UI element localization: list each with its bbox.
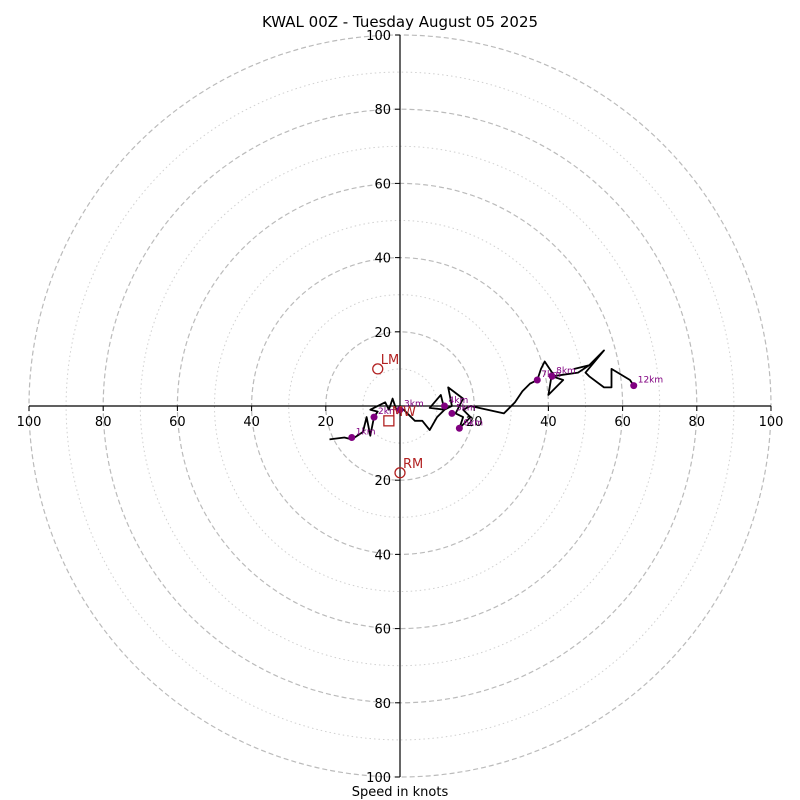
x-tick-label: 100 [17,415,42,430]
height-marker-label: 3km [404,400,424,410]
height-marker-point [348,434,356,442]
y-tick-label: 60 [374,623,391,638]
height-marker-label: 1km [356,428,376,438]
x-tick-label: 100 [759,415,784,430]
height-marker-label: 2km [378,407,398,417]
hodograph-line [329,349,635,441]
y-tick-label: 80 [374,697,391,712]
storm-motion-marker [394,467,406,479]
x-axis-label: Speed in knots [352,785,449,800]
y-tick-label: 40 [374,252,391,267]
x-tick-label: 80 [689,415,706,430]
height-marker-point [370,413,378,421]
height-marker-point [448,409,456,417]
height-marker-point [396,406,404,414]
height-marker-point [441,402,449,410]
x-tick-label: 80 [95,415,112,430]
height-marker-label: 6km [463,418,483,428]
x-tick-label: 60 [169,415,186,430]
height-marker-label: 8km [556,366,576,376]
axes: 100 80 60 40 20 20 40 60 80 100100806040202040608… [17,29,784,786]
x-tick-label: 40 [243,415,260,430]
y-tick-label: 60 [374,177,391,192]
height-marker-label: 12km [638,376,663,386]
chart-title: KWAL 00Z - Tuesday August 05 2025 [262,13,538,31]
height-marker-point [630,382,638,390]
mean-wind-marker [383,415,395,427]
storm-motion-marker [372,363,384,375]
y-tick-label: 100 [366,771,391,786]
hodograph-trace [329,349,635,441]
height-marker-point [533,376,541,384]
x-tick-label: 40 [540,415,557,430]
height-markers: 1km2km3km4km5km6km7km8km12km [348,366,663,442]
storm-motion-label: RM [403,457,423,472]
y-tick-label: 40 [374,548,391,563]
storm-motion-label: LM [381,353,399,368]
storm-motion-label: MW [392,405,416,420]
height-marker-point [455,424,463,432]
y-tick-label: 100 [366,29,391,44]
y-tick-label: 20 [374,474,391,489]
height-marker-label: 5km [456,403,476,413]
x-tick-label: 20 [318,415,335,430]
x-tick-label: 60 [614,415,631,430]
height-marker-point [548,372,556,380]
height-marker-label: 4km [449,396,469,406]
y-tick-label: 80 [374,103,391,118]
storm-motions: LM RM MW [372,353,423,479]
y-tick-label: 20 [374,326,391,341]
